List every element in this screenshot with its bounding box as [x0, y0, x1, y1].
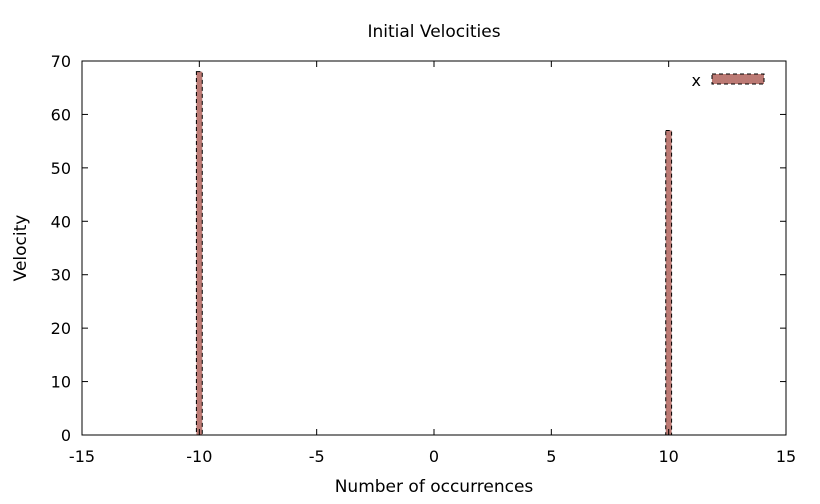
x-tick-label: 15: [776, 447, 796, 466]
plot-area-frame: [81, 60, 787, 436]
bar: [665, 129, 673, 436]
x-tick-label: 10: [658, 447, 678, 466]
y-tick-label: 40: [51, 212, 71, 231]
x-tick-label: 5: [546, 447, 556, 466]
legend: x: [692, 71, 765, 90]
y-tick-label: 70: [51, 52, 71, 71]
x-tick-label: -10: [186, 447, 212, 466]
y-tick-label: 30: [51, 266, 71, 285]
y-tick-label: 60: [51, 105, 71, 124]
legend-label: x: [692, 71, 701, 90]
axes-group: -15 -10 -5 0 5 10 15 0 10 20 30 40 50 60 70: [51, 52, 797, 466]
x-tick-label: -5: [309, 447, 325, 466]
y-tick-label: 20: [51, 319, 71, 338]
x-tick-label: -15: [69, 447, 95, 466]
x-axis-label: Number of occurrences: [335, 477, 534, 497]
x-tick-label: 0: [429, 447, 439, 466]
bar-group: [195, 71, 673, 436]
y-tick-label: 50: [51, 159, 71, 178]
y-tick-label: 10: [51, 373, 71, 392]
y-tick-label: 0: [61, 426, 71, 445]
y-axis-label: Velocity: [11, 215, 31, 282]
bar: [195, 71, 203, 436]
chart-title: Initial Velocities: [367, 22, 500, 42]
legend-swatch: [711, 73, 765, 85]
